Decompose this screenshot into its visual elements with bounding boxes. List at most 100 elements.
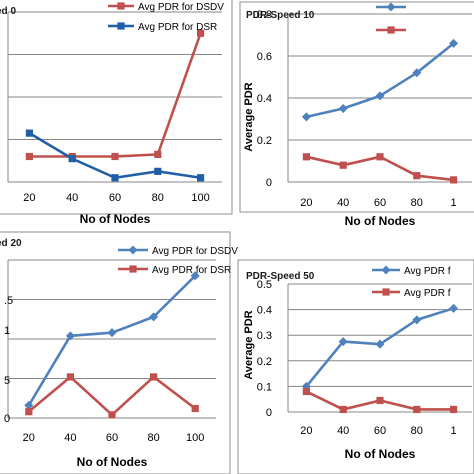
data-point: [190, 271, 200, 281]
x-tick-label: 80: [152, 192, 164, 204]
y-tick-label: 0.1: [257, 381, 272, 393]
data-point: [111, 174, 119, 182]
y-tick-label: 0.4: [257, 305, 272, 317]
legend-marker: [129, 265, 137, 273]
data-point: [25, 152, 33, 161]
data-point: [338, 104, 348, 113]
data-point: [197, 174, 205, 182]
y-tick-label: 0.5: [257, 279, 272, 291]
data-point: [65, 331, 75, 341]
data-point: [301, 112, 311, 122]
x-tick-label: 1: [451, 425, 457, 437]
legend-label: Avg PDR f: [404, 288, 451, 299]
legend-label: Avg PDR for DSR: [138, 22, 217, 33]
data-point: [375, 339, 385, 349]
y-tick-label: .5: [4, 295, 13, 307]
legend-marker: [387, 26, 395, 34]
data-point: [302, 153, 310, 161]
data-point: [375, 91, 385, 101]
data-point: [338, 337, 348, 347]
chart-title: ed 20: [0, 238, 22, 249]
data-point: [108, 411, 116, 419]
data-point: [150, 373, 158, 381]
y-axis-label: Average PDR: [243, 310, 255, 379]
x-tick-label: 40: [337, 425, 349, 437]
x-axis-label: No of Nodes: [345, 214, 416, 228]
data-point: [449, 303, 459, 313]
data-point: [154, 150, 162, 158]
chart-panel-2: PDR-Speed 10 0 0.2 0.4 0.6 0.8 20 40 60 80 1 No of …: [239, 1, 474, 228]
data-point: [68, 155, 76, 163]
data-point: [149, 312, 159, 322]
data-point: [107, 328, 117, 338]
x-tick-label: 80: [411, 425, 423, 437]
legend-label: Avg PDR for DSR: [152, 265, 231, 276]
data-point: [197, 29, 205, 37]
y-tick-label: 0.3: [257, 330, 272, 342]
panel-frame: [0, 231, 231, 474]
x-tick-label: 80: [411, 197, 423, 209]
legend-marker: [117, 22, 125, 30]
data-point: [412, 315, 422, 325]
data-point: [412, 68, 422, 78]
x-tick-label: 20: [23, 432, 35, 444]
data-point: [449, 38, 459, 48]
legend-label: Avg PDR for DSDV: [138, 2, 224, 13]
x-tick-label: 100: [191, 192, 209, 204]
chart-title: ed 0: [0, 6, 16, 17]
data-point: [24, 400, 34, 410]
legend-label: Avg PDR f: [404, 266, 451, 277]
legend-marker: [117, 2, 125, 10]
x-tick-label: 40: [66, 192, 78, 204]
legend-marker: [381, 265, 391, 275]
data-point: [339, 405, 347, 414]
chart-panel-4: PDR-Speed 50 0 0.1 0.2 0.3 0.4 0.5 20 40 60 80 1 No …: [237, 259, 474, 474]
data-point: [450, 405, 458, 414]
x-tick-label: 20: [300, 425, 312, 437]
data-point: [376, 153, 384, 161]
x-tick-label: 60: [106, 432, 118, 444]
data-point: [339, 161, 347, 169]
data-point: [154, 167, 162, 175]
data-point: [413, 172, 421, 180]
chart-title: PDR-Speed 50: [246, 271, 315, 282]
y-tick-label: 0.2: [257, 356, 272, 368]
legend-label: Avg PDR for DSDV: [152, 246, 238, 257]
y-tick-label: 5: [4, 375, 10, 387]
data-point: [66, 373, 74, 381]
x-axis-label: No of Nodes: [80, 212, 151, 226]
x-tick-label: 40: [64, 432, 76, 444]
y-tick-label: 0.2: [257, 135, 272, 147]
data-point: [413, 405, 421, 414]
chart-panel-3: ed 20 .5 1 5 0 20 40 60 80 100 No of Nodes Avg PDR …: [0, 231, 238, 474]
data-point: [376, 396, 384, 405]
y-tick-label: 0: [4, 413, 10, 425]
panel-frame: [239, 1, 474, 213]
x-tick-label: 20: [23, 192, 35, 204]
x-axis-label: No of Nodes: [77, 455, 148, 469]
x-tick-label: 80: [147, 432, 159, 444]
x-axis-label: No of Nodes: [345, 447, 416, 461]
x-tick-label: 60: [374, 425, 386, 437]
data-point: [25, 408, 33, 416]
data-point: [302, 387, 310, 396]
y-tick-label: 1: [4, 325, 10, 337]
data-point: [450, 176, 458, 184]
y-axis-label: Average PDR: [243, 82, 255, 151]
y-tick-label: 0.6: [257, 51, 272, 63]
legend-marker: [386, 2, 396, 12]
data-point: [191, 404, 199, 413]
x-tick-label: 60: [109, 192, 121, 204]
x-tick-label: 60: [374, 197, 386, 209]
x-tick-label: 100: [186, 432, 204, 444]
x-tick-label: 40: [337, 197, 349, 209]
x-tick-label: 1: [451, 197, 457, 209]
legend-marker: [382, 288, 390, 296]
chart-panel-1: ed 0 20 40 60 80 100 No of Nodes Avg PDR for DS…: [0, 0, 233, 226]
y-tick-label: 0: [266, 177, 272, 189]
data-point: [25, 129, 33, 137]
data-point: [111, 152, 119, 161]
y-tick-label: 0.4: [257, 93, 272, 105]
x-tick-label: 20: [300, 197, 312, 209]
